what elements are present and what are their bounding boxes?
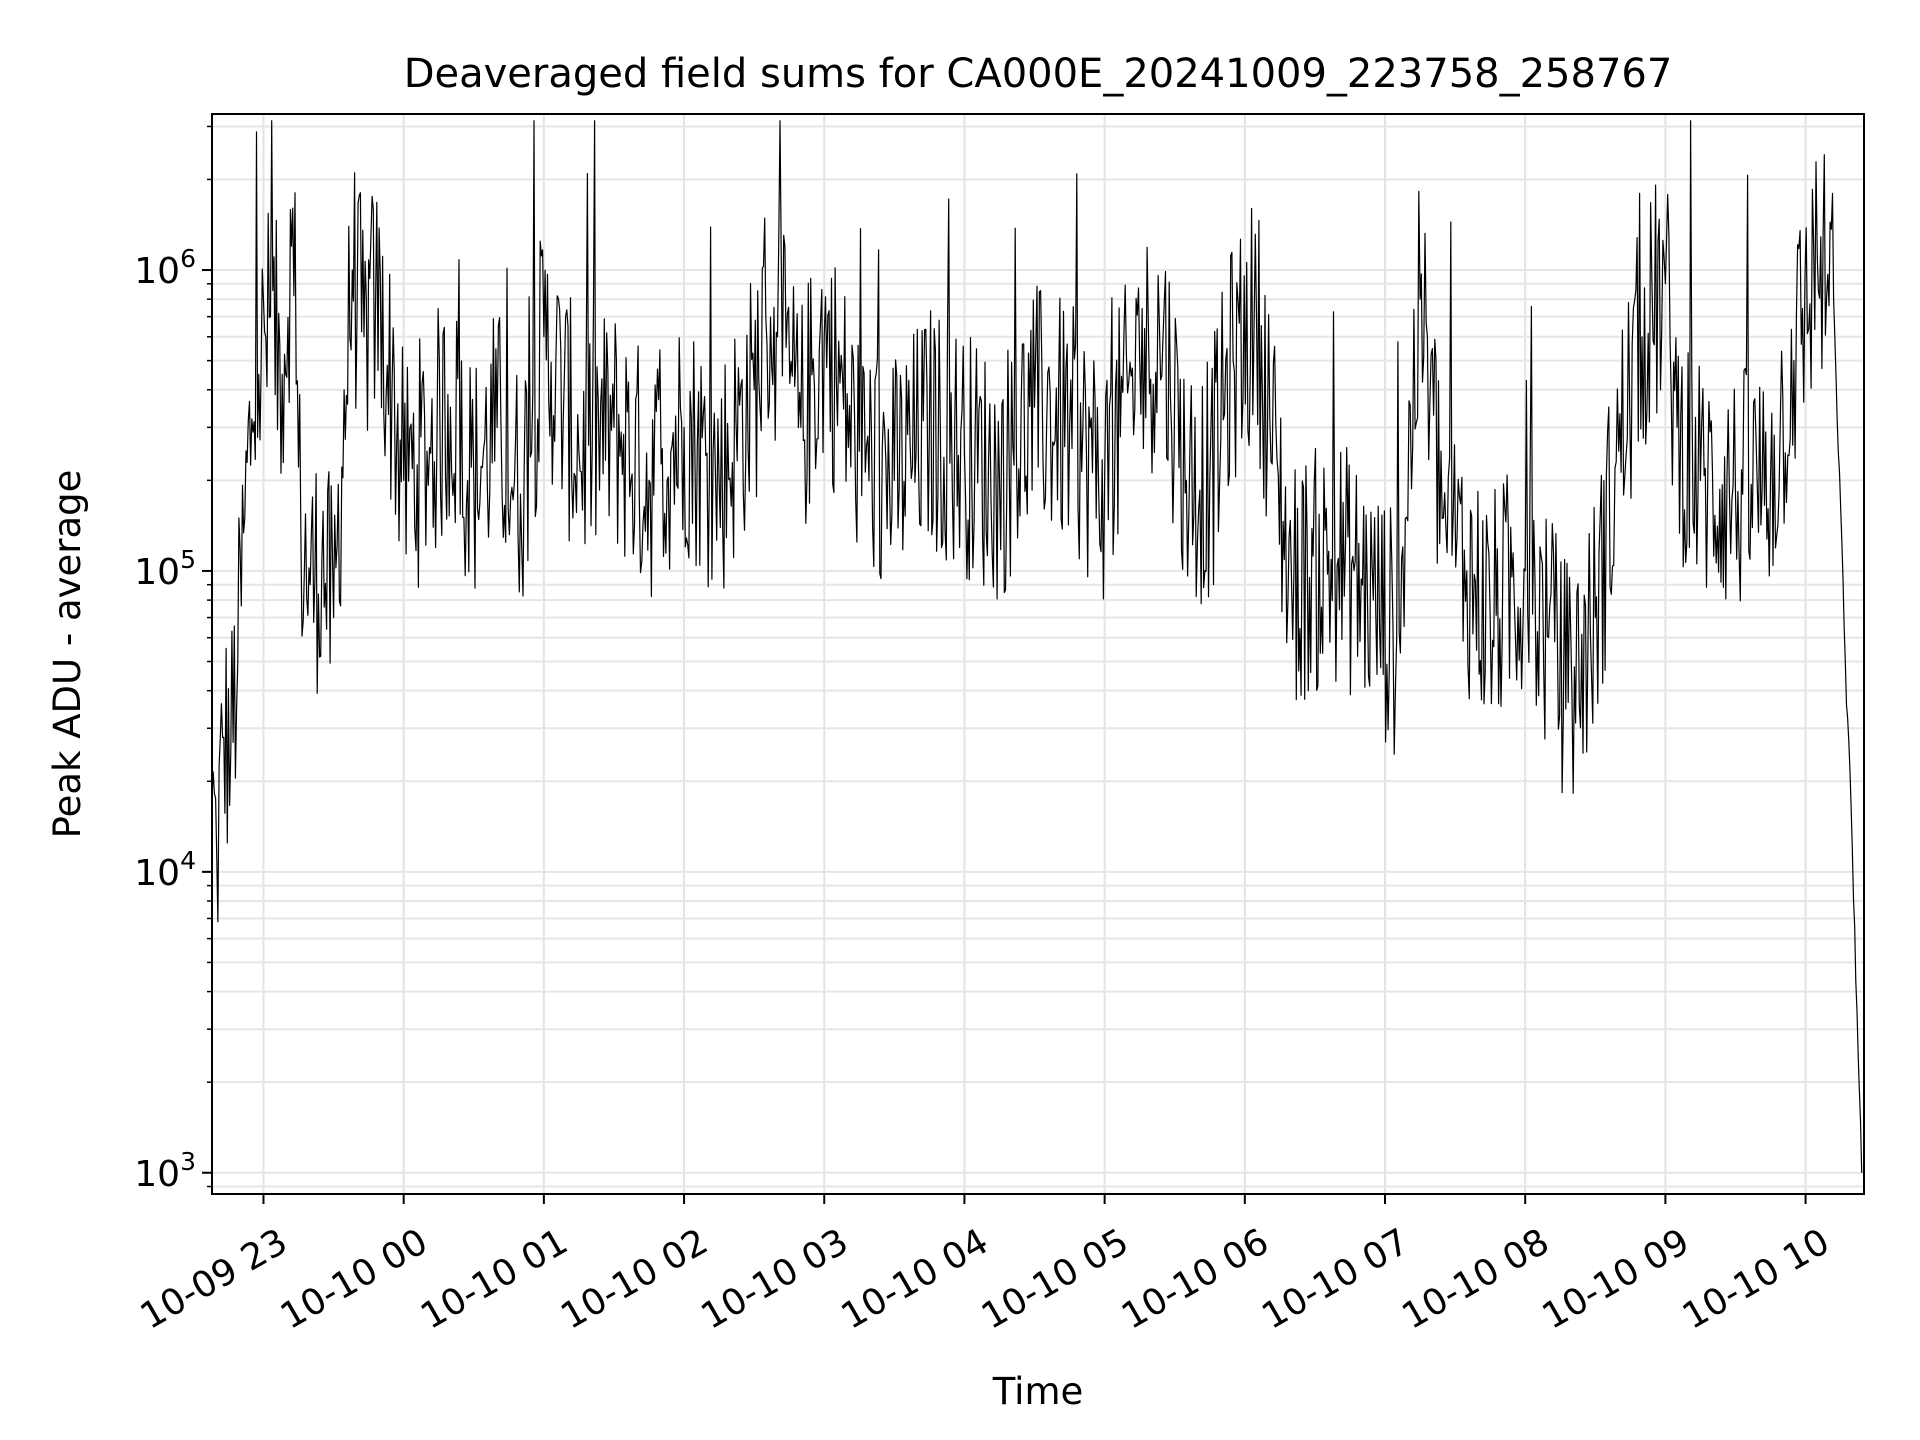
x-tick-label: 10-10 04 [835, 1221, 996, 1337]
y-tick-label: 104 [134, 846, 196, 894]
plot-frame [211, 113, 1865, 1195]
x-tick-label: 10-10 01 [414, 1221, 575, 1337]
data-series [211, 120, 1863, 1173]
chart-title: Deaveraged field sums for CA000E_2024100… [404, 51, 1673, 97]
x-tick-label: 10-10 10 [1676, 1221, 1837, 1337]
y-tick-label: 103 [134, 1147, 196, 1195]
x-tick-label: 10-10 08 [1395, 1221, 1556, 1337]
x-tick-label: 10-10 07 [1255, 1221, 1416, 1337]
y-tick-label: 105 [134, 545, 196, 593]
x-tick-label: 10-10 09 [1536, 1221, 1697, 1337]
x-tick-label: 10-09 23 [134, 1221, 295, 1337]
series-line [211, 120, 1863, 1173]
grid-lines [212, 114, 1864, 1194]
y-axis-label: Peak ADU - average [46, 470, 89, 839]
x-tick-label: 10-10 02 [554, 1221, 715, 1337]
x-axis-label: Time [992, 1370, 1084, 1413]
x-tick-label: 10-10 06 [1115, 1221, 1276, 1337]
y-tick-label: 106 [134, 244, 196, 292]
x-tick-label: 10-10 05 [975, 1221, 1136, 1337]
x-tick-label: 10-10 00 [274, 1221, 435, 1337]
x-tick-label: 10-10 03 [694, 1221, 855, 1337]
